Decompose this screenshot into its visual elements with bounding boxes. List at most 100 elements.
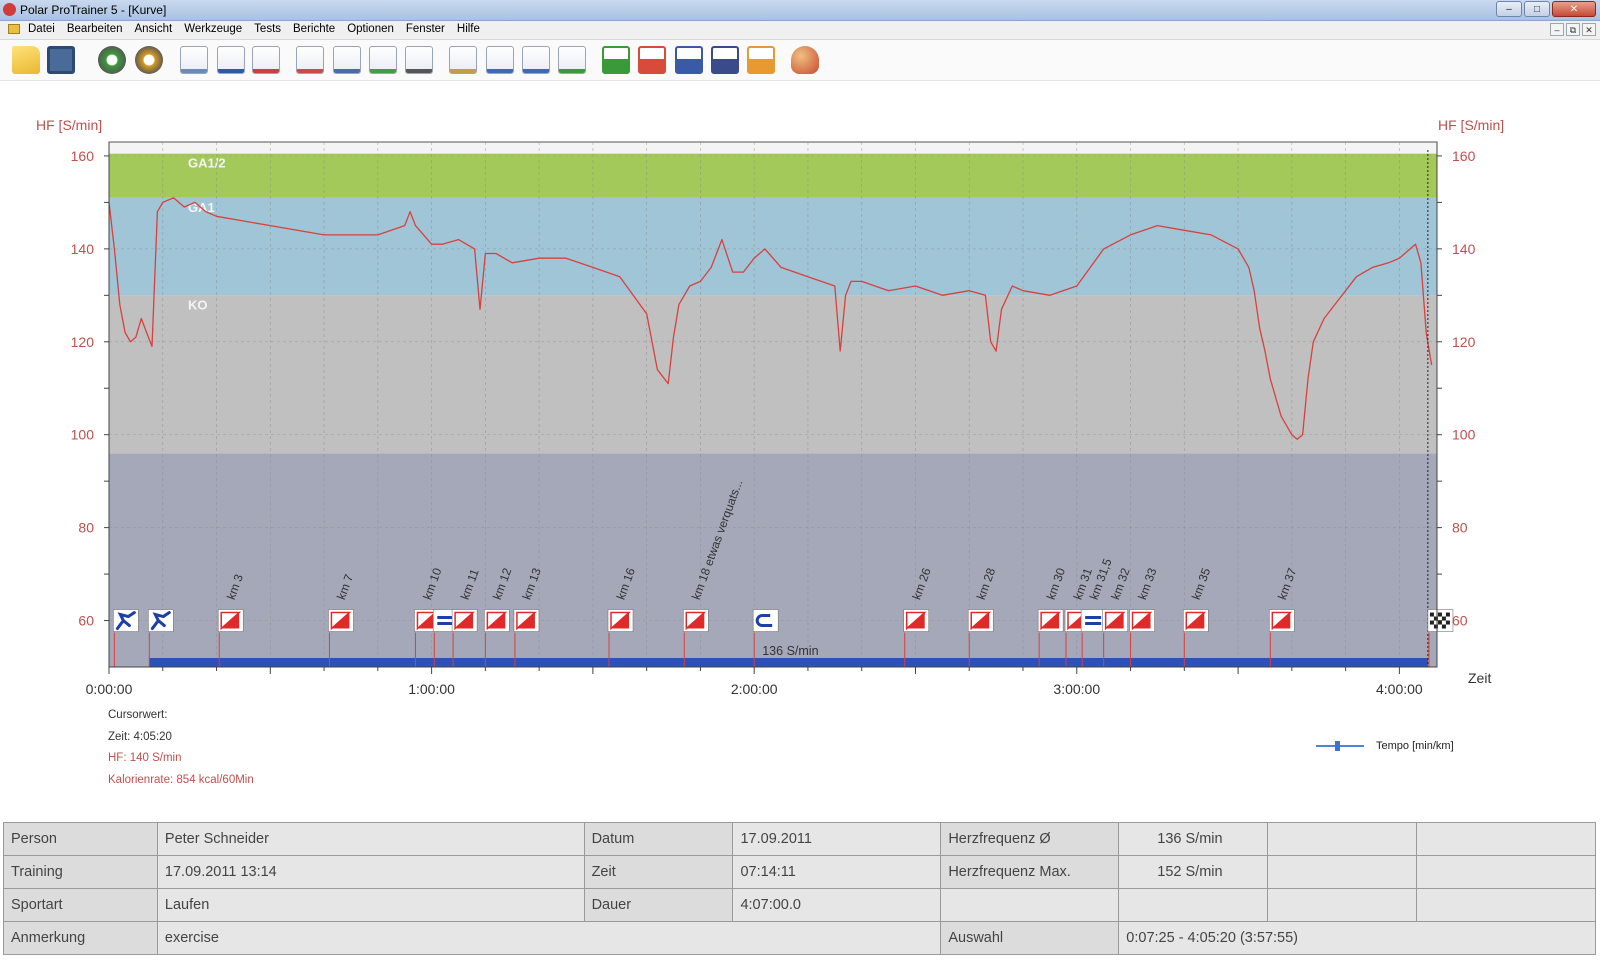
empty-cell (1267, 855, 1418, 889)
person-label: Person (3, 822, 158, 856)
y-tick-label-left: 160 (71, 148, 95, 164)
menu-bearbeiten[interactable]: Bearbeiten (66, 23, 123, 35)
lap-marker[interactable] (1129, 609, 1155, 632)
finish-flag-square (1433, 624, 1438, 629)
bar-chart-icon[interactable] (333, 46, 361, 74)
menubar: Datei Bearbeiten Ansicht Werkzeuge Tests… (0, 21, 1600, 40)
menu-fenster[interactable]: Fenster (405, 23, 445, 35)
lap-marker[interactable] (1080, 609, 1107, 632)
lap-marker[interactable] (451, 609, 478, 632)
lap-flag-white (685, 611, 707, 631)
graph-5-icon[interactable] (747, 46, 775, 74)
lap-flag-white (1104, 611, 1126, 631)
lap-marker[interactable] (967, 609, 994, 632)
diary-book-icon[interactable] (217, 46, 245, 74)
lap-flag-white (1185, 611, 1207, 631)
y-tick-label-left: 100 (71, 427, 95, 443)
save-disk-icon[interactable] (47, 46, 75, 74)
menu-datei[interactable]: Datei (28, 23, 55, 35)
table-view-icon[interactable] (405, 46, 433, 74)
lap-flag-white (1271, 611, 1293, 631)
lap-marker[interactable] (328, 609, 354, 632)
cursor-info-title: Cursorwert: (108, 709, 168, 721)
graph-4-icon[interactable] (711, 46, 739, 74)
hf-max-label: Herzfrequenz Max. (940, 855, 1120, 889)
finish-flag-square (1433, 616, 1438, 621)
window-title: Polar ProTrainer 5 - [Kurve] (20, 3, 167, 17)
selection-range-bar[interactable] (149, 658, 1428, 667)
zeit-label: Zeit (583, 855, 734, 889)
lap-marker[interactable] (148, 609, 174, 632)
zoom-icon[interactable] (449, 46, 477, 74)
minimize-button[interactable]: – (1496, 1, 1522, 17)
multi-curve-icon[interactable] (558, 46, 586, 74)
menu-ansicht[interactable]: Ansicht (134, 23, 173, 35)
finish-flag-square (1437, 612, 1442, 617)
graph-2-icon[interactable] (638, 46, 666, 74)
lap-marker[interactable] (1102, 609, 1128, 632)
close-button[interactable]: ✕ (1552, 1, 1596, 17)
graph-3-icon[interactable] (675, 46, 703, 74)
graph-1-icon[interactable] (602, 46, 630, 74)
training-value: 17.09.2011 13:14 (156, 855, 585, 889)
training-label: Training (3, 855, 158, 889)
mdi-minimize-button[interactable]: – (1550, 23, 1564, 36)
hf-avg-value: 136 S/min (1118, 822, 1269, 856)
lap-marker[interactable] (682, 609, 709, 632)
document-icon[interactable] (8, 24, 20, 34)
lap-marker[interactable] (1037, 609, 1064, 632)
hr-zone-label: GA1/2 (188, 156, 226, 171)
menu-tests[interactable]: Tests (254, 23, 282, 35)
cursor-info: Cursorwert: Zeit: 4:05:20 HF: 140 S/min … (108, 705, 254, 791)
return-arrow-icon (755, 614, 773, 628)
datum-label: Datum (583, 822, 734, 856)
app-heart-icon (3, 3, 16, 16)
lap-marker[interactable] (113, 609, 139, 632)
lap-marker[interactable] (1183, 609, 1209, 632)
lap-flag-white (454, 611, 476, 631)
calendar-icon[interactable] (180, 46, 208, 74)
menu-werkzeuge[interactable]: Werkzeuge (184, 23, 243, 35)
mdi-close-button[interactable]: ✕ (1582, 23, 1596, 36)
settings-gears-icon[interactable] (135, 46, 163, 74)
lap-flag-white (610, 611, 631, 631)
lap-marker[interactable] (484, 609, 510, 632)
heart-rate-line (108, 197, 1433, 440)
x-tick-label: 0:00:00 (86, 681, 133, 697)
menu-optionen[interactable]: Optionen (347, 23, 394, 35)
hr-zone-band (109, 197, 1437, 296)
maximize-button[interactable]: □ (1524, 1, 1550, 17)
lap-marker[interactable] (903, 609, 930, 632)
person-info-icon[interactable] (252, 46, 280, 74)
curve-view-icon[interactable] (296, 46, 324, 74)
y-tick-label-left: 80 (78, 520, 94, 536)
lap-marker[interactable] (607, 609, 634, 632)
cursor-hf: HF: 140 S/min (108, 752, 182, 764)
runner-icon (115, 611, 136, 631)
finish-flag-square (1441, 616, 1446, 621)
menu-berichte[interactable]: Berichte (293, 23, 336, 35)
empty-cell (1416, 855, 1596, 889)
lap-marker[interactable] (513, 609, 540, 632)
empty-cell (1118, 888, 1269, 922)
sync-icon[interactable] (98, 46, 126, 74)
toolbar (0, 40, 1600, 81)
mdi-restore-button[interactable]: ⧉ (1566, 23, 1580, 36)
lap-marker[interactable] (752, 609, 779, 632)
lap-marker[interactable] (1269, 609, 1295, 632)
measure-icon[interactable] (486, 46, 514, 74)
menu-hilfe[interactable]: Hilfe (456, 23, 480, 35)
lap-flag-white (1131, 611, 1153, 631)
percent-zones-icon[interactable] (369, 46, 397, 74)
zeit-value: 07:14:11 (732, 855, 942, 889)
auswahl-label: Auswahl (940, 921, 1120, 955)
empty-cell (1416, 888, 1596, 922)
lap-flag-white (486, 611, 508, 631)
open-folder-icon[interactable] (12, 46, 40, 74)
users-icon[interactable] (791, 46, 819, 74)
lap-flag-white (220, 611, 242, 631)
hr-zone-band (109, 153, 1437, 198)
lap-marker-icon[interactable] (522, 46, 550, 74)
lap-marker[interactable] (217, 609, 244, 632)
